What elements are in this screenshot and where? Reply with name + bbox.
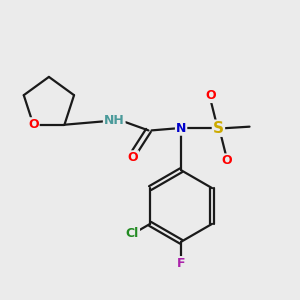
Text: S: S [213,121,224,136]
Text: O: O [28,118,39,131]
Text: N: N [176,122,186,135]
Text: Cl: Cl [126,227,139,240]
Text: O: O [205,89,216,102]
Text: O: O [221,154,232,167]
Text: NH: NH [104,114,124,127]
Text: O: O [128,151,138,164]
Text: F: F [177,257,185,270]
